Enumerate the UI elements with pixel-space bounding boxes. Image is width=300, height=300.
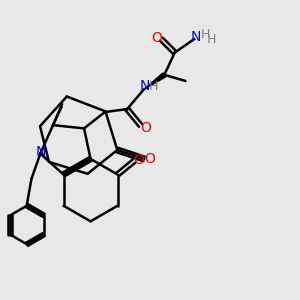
Text: O: O bbox=[144, 152, 155, 166]
Text: N: N bbox=[35, 145, 46, 159]
Text: H: H bbox=[206, 33, 216, 46]
Text: O: O bbox=[140, 122, 151, 135]
Text: O: O bbox=[133, 153, 144, 167]
Text: O: O bbox=[151, 31, 162, 45]
Polygon shape bbox=[143, 73, 166, 90]
Text: N: N bbox=[191, 30, 201, 44]
Text: N: N bbox=[140, 79, 150, 93]
Text: H: H bbox=[149, 80, 159, 93]
Text: H: H bbox=[200, 28, 210, 41]
